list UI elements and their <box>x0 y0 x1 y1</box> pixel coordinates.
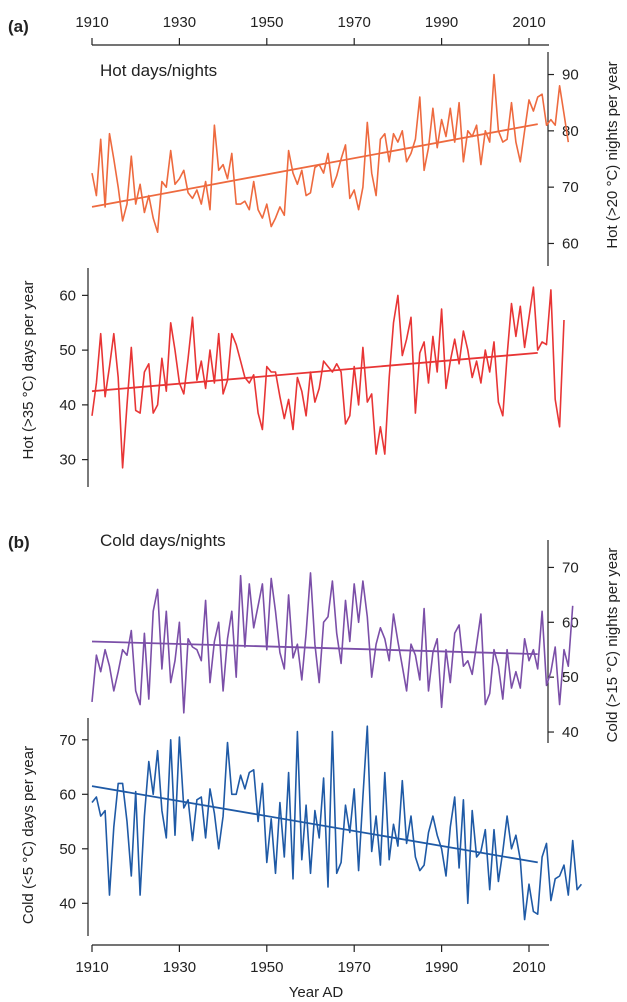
x-axis-title: Year AD <box>289 984 344 1001</box>
top-x-axis-tick-label-2: 1950 <box>250 14 283 31</box>
trend-line-1 <box>91 351 538 393</box>
y-tick-label-3-3: 70 <box>59 732 76 749</box>
top-x-axis: 1910 1930 1950 1970 1990 2010 <box>75 14 549 46</box>
hot-panel-title: Hot days/nights <box>100 61 217 80</box>
y-tick-label-3-1: 50 <box>59 841 76 858</box>
hot-nights-y-title: Hot (>20 °C) nights per year <box>604 61 621 248</box>
y-tick-label-2-1: 50 <box>562 669 579 686</box>
bottom-x-axis-tick-label-1: 1930 <box>163 959 196 976</box>
trend-line-0 <box>91 123 538 208</box>
cold-nights-panel: 40 50 60 70 <box>91 540 579 743</box>
y-tick-label-1-1: 40 <box>59 397 76 414</box>
y-tick-label-2-3: 70 <box>562 559 579 576</box>
bottom-x-axis-tick-label-5: 2010 <box>512 959 545 976</box>
panel-label-a: (a) <box>8 17 29 36</box>
y-tick-label-3-0: 40 <box>59 895 76 912</box>
y-tick-label-1-0: 30 <box>59 452 76 469</box>
series-line-1 <box>91 286 565 469</box>
y-tick-label-0-0: 60 <box>562 235 579 252</box>
bottom-x-axis: 1910 1930 1950 1970 1990 2010 <box>75 944 549 976</box>
y-tick-label-1-2: 50 <box>59 342 76 359</box>
bottom-x-axis-tick-label-4: 1990 <box>425 959 458 976</box>
top-x-axis-tick-label-3: 1970 <box>338 14 371 31</box>
cold-days-y-title: Cold (<5 °C) days per year <box>20 746 37 924</box>
hot-days-y-title: Hot (>35 °C) days per year <box>20 281 37 460</box>
y-tick-label-2-2: 60 <box>562 614 579 631</box>
trend-line-2 <box>91 640 538 656</box>
top-x-axis-tick-label-1: 1930 <box>163 14 196 31</box>
cold-days-panel: 40 50 60 70 <box>59 718 583 936</box>
hot-nights-panel: 60 70 80 90 <box>91 52 579 266</box>
y-tick-label-3-2: 60 <box>59 786 76 803</box>
cold-nights-y-title: Cold (>15 °C) nights per year <box>604 548 621 743</box>
bottom-x-axis-tick-label-0: 1910 <box>75 959 108 976</box>
top-x-axis-tick-label-4: 1990 <box>425 14 458 31</box>
top-x-axis-tick-label-5: 2010 <box>512 14 545 31</box>
y-tick-label-0-1: 70 <box>562 179 579 196</box>
series-line-3 <box>91 725 583 921</box>
y-tick-label-1-3: 60 <box>59 287 76 304</box>
bottom-x-axis-tick-label-2: 1950 <box>250 959 283 976</box>
top-x-axis-tick-label-0: 1910 <box>75 14 108 31</box>
y-tick-label-2-0: 40 <box>562 724 579 741</box>
series-line-0 <box>91 73 570 233</box>
y-tick-label-0-3: 90 <box>562 67 579 84</box>
hot-days-panel: 30 40 50 60 <box>59 268 565 487</box>
panel-label-b: (b) <box>8 533 30 552</box>
bottom-x-axis-tick-label-3: 1970 <box>338 959 371 976</box>
y-tick-label-0-2: 80 <box>562 123 579 140</box>
cold-panel-title: Cold days/nights <box>100 531 226 550</box>
trend-line-3 <box>91 785 538 864</box>
series-line-2 <box>91 572 574 714</box>
